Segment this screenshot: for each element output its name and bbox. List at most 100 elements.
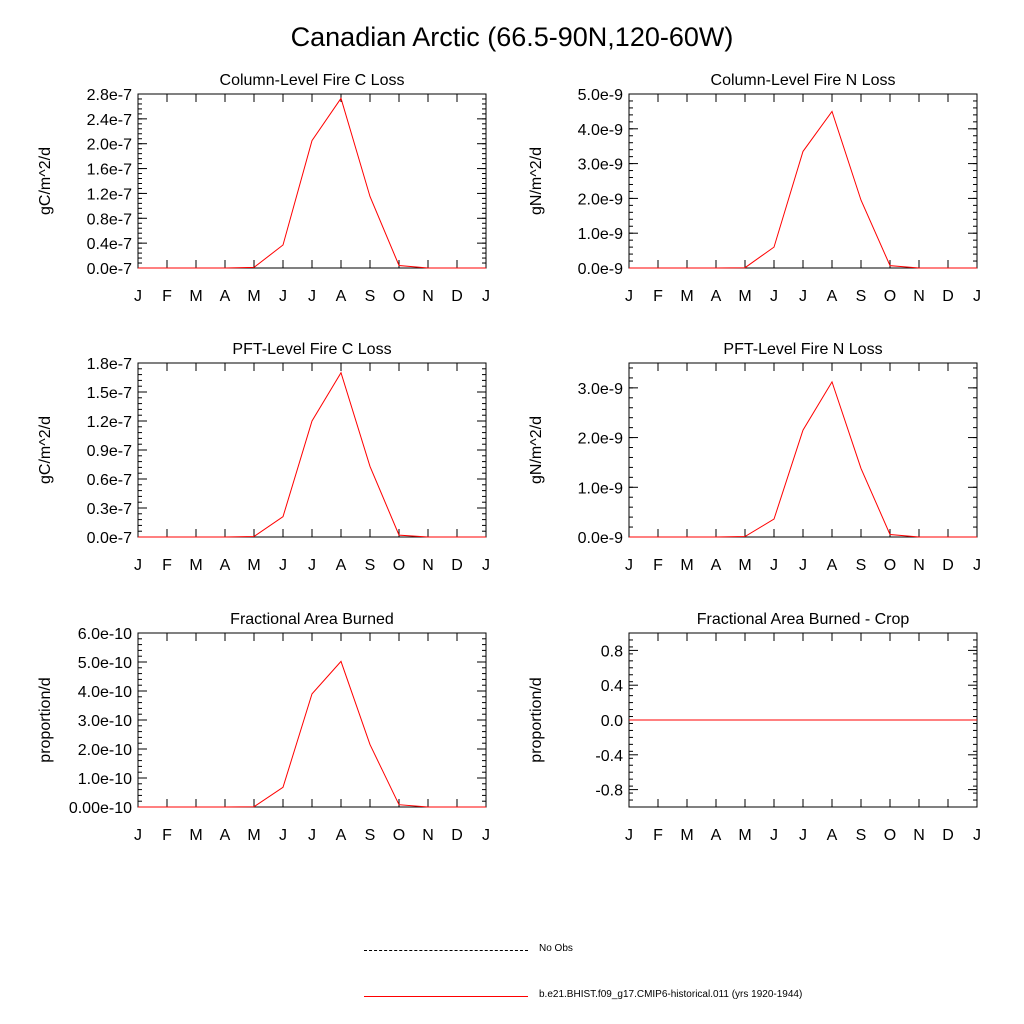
- x-tick-label: J: [134, 557, 142, 574]
- y-tick-label: 2.0e-9: [578, 191, 623, 208]
- x-tick-label: F: [162, 288, 172, 305]
- chart-panel-6: Fractional Area Burned - Crop proportion/…: [528, 611, 981, 844]
- x-tick-label: F: [162, 557, 172, 574]
- x-tick-label: O: [884, 288, 896, 305]
- y-tick-label: 1.0e-9: [578, 226, 623, 243]
- series-line: [629, 110, 977, 269]
- y-tick-label: 0.0e-9: [578, 261, 623, 278]
- x-tick-label: S: [856, 827, 867, 844]
- y-axis-label: gN/m^2/d: [528, 147, 545, 215]
- x-tick-label: S: [365, 557, 376, 574]
- y-axis-label: gN/m^2/d: [528, 416, 545, 484]
- x-tick-label: F: [653, 557, 663, 574]
- x-tick-label: F: [653, 288, 663, 305]
- panel-title: Fractional Area Burned - Crop: [697, 611, 910, 628]
- y-tick-label: 5.0e-9: [578, 87, 623, 104]
- x-tick-label: J: [973, 557, 981, 574]
- x-tick-label: N: [422, 288, 434, 305]
- y-tick-label: 0.00e-10: [69, 800, 132, 817]
- y-tick-label: 1.5e-7: [87, 385, 132, 402]
- plot-frame: [628, 93, 978, 269]
- x-tick-label: N: [913, 827, 925, 844]
- series-line: [138, 371, 486, 538]
- y-tick-label: 1.6e-7: [87, 162, 132, 179]
- y-tick-label: 0.6e-7: [87, 472, 132, 489]
- y-tick-label: 0.3e-7: [87, 501, 132, 518]
- y-tick-label: -0.8: [595, 783, 623, 800]
- panel-title: PFT-Level Fire C Loss: [232, 341, 391, 358]
- x-tick-label: M: [189, 557, 202, 574]
- x-tick-label: A: [711, 557, 722, 574]
- y-tick-label: 2.0e-10: [78, 742, 132, 759]
- panel-title: Column-Level Fire N Loss: [711, 72, 896, 89]
- x-tick-label: J: [134, 288, 142, 305]
- y-tick-label: 1.8e-7: [87, 356, 132, 373]
- x-tick-label: J: [799, 288, 807, 305]
- legend-label-no-obs: No Obs: [539, 943, 573, 954]
- y-tick-label: 0.0e-7: [87, 261, 132, 278]
- x-tick-label: J: [799, 827, 807, 844]
- panel-title: Column-Level Fire C Loss: [220, 72, 405, 89]
- x-tick-label: O: [884, 557, 896, 574]
- x-tick-label: J: [482, 827, 490, 844]
- x-tick-label: J: [973, 288, 981, 305]
- y-tick-label: 0.0: [601, 713, 623, 730]
- x-tick-label: O: [393, 557, 405, 574]
- x-tick-label: S: [856, 557, 867, 574]
- y-axis-label: proportion/d: [528, 677, 545, 762]
- x-tick-label: N: [422, 557, 434, 574]
- x-tick-label: J: [279, 827, 287, 844]
- y-tick-label: 0.8: [601, 643, 623, 660]
- y-tick-label: 1.2e-7: [87, 186, 132, 203]
- x-tick-label: J: [625, 827, 633, 844]
- x-tick-label: J: [308, 557, 316, 574]
- y-tick-label: 2.4e-7: [87, 112, 132, 129]
- y-tick-label: 0.8e-7: [87, 211, 132, 228]
- y-tick-label: 0.9e-7: [87, 443, 132, 460]
- x-tick-label: S: [365, 827, 376, 844]
- y-tick-label: 0.4: [601, 678, 623, 695]
- x-tick-label: N: [422, 827, 434, 844]
- x-tick-label: D: [942, 288, 954, 305]
- y-tick-label: -0.4: [595, 748, 623, 765]
- y-tick-label: 4.0e-10: [78, 684, 132, 701]
- x-tick-label: S: [856, 288, 867, 305]
- x-tick-label: F: [162, 827, 172, 844]
- x-tick-label: D: [942, 827, 954, 844]
- y-tick-label: 2.8e-7: [87, 87, 132, 104]
- x-tick-label: A: [827, 557, 838, 574]
- x-tick-label: A: [711, 288, 722, 305]
- x-tick-label: A: [336, 827, 347, 844]
- panel-title: Fractional Area Burned: [230, 611, 394, 628]
- x-tick-label: O: [393, 827, 405, 844]
- x-tick-label: J: [279, 288, 287, 305]
- plot-frame: [137, 93, 487, 269]
- y-tick-label: 1.2e-7: [87, 414, 132, 431]
- x-tick-label: J: [770, 288, 778, 305]
- legend-line-solid: [364, 996, 528, 997]
- x-tick-label: F: [653, 827, 663, 844]
- x-tick-label: D: [942, 557, 954, 574]
- x-tick-label: D: [451, 288, 463, 305]
- y-tick-label: 4.0e-9: [578, 122, 623, 139]
- x-tick-label: A: [220, 557, 231, 574]
- x-tick-label: M: [189, 827, 202, 844]
- x-tick-label: D: [451, 827, 463, 844]
- panel-title: PFT-Level Fire N Loss: [723, 341, 882, 358]
- y-tick-label: 3.0e-9: [578, 381, 623, 398]
- y-tick-label: 1.0e-10: [78, 771, 132, 788]
- x-tick-label: J: [134, 827, 142, 844]
- x-tick-label: J: [482, 288, 490, 305]
- x-tick-label: S: [365, 288, 376, 305]
- x-tick-label: J: [482, 557, 490, 574]
- x-tick-label: D: [451, 557, 463, 574]
- x-tick-label: M: [738, 557, 751, 574]
- page-title: Canadian Arctic (66.5-90N,120-60W): [290, 22, 734, 52]
- y-tick-label: 5.0e-10: [78, 655, 132, 672]
